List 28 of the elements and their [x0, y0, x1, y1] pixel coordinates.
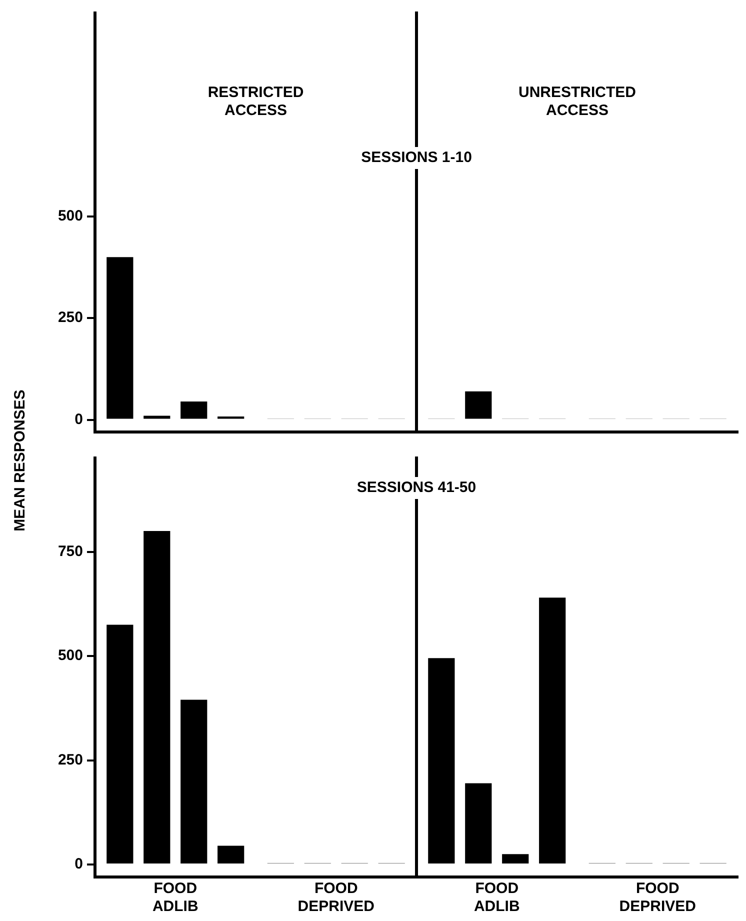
y-tick-label: 750	[58, 542, 83, 560]
bar	[539, 598, 566, 864]
y-tick-label: 250	[58, 309, 83, 326]
bar	[144, 530, 170, 864]
bar	[502, 854, 529, 864]
bar	[106, 624, 134, 864]
annotation: RESTRICTED ACCESS	[208, 84, 304, 120]
bar	[144, 416, 170, 419]
x-tick-label: FOOD ADLIB	[152, 880, 198, 916]
y-tick-label: 0	[74, 410, 83, 428]
annotation: SESSIONS 41-50	[356, 479, 476, 496]
annotation: UNRESTRICTED ACCESS	[518, 84, 636, 120]
bar	[106, 257, 134, 419]
bar	[180, 700, 208, 864]
bar	[465, 783, 492, 864]
y-tick-label: 0	[74, 856, 83, 873]
annotation: SESSIONS 1-10	[361, 149, 472, 166]
y-tick-label: 250	[58, 751, 83, 768]
bar	[218, 846, 244, 864]
bar	[180, 401, 208, 419]
x-tick-label: FOOD DEPRIVED	[619, 880, 696, 916]
x-tick-label: FOOD ADLIB	[474, 880, 520, 916]
bar	[428, 658, 455, 864]
bar	[465, 391, 492, 419]
y-axis-title: MEAN RESPONSES	[12, 390, 29, 532]
y-tick-label: 500	[58, 208, 83, 225]
y-tick-label: 500	[58, 647, 83, 664]
x-tick-label: FOOD DEPRIVED	[298, 880, 375, 916]
